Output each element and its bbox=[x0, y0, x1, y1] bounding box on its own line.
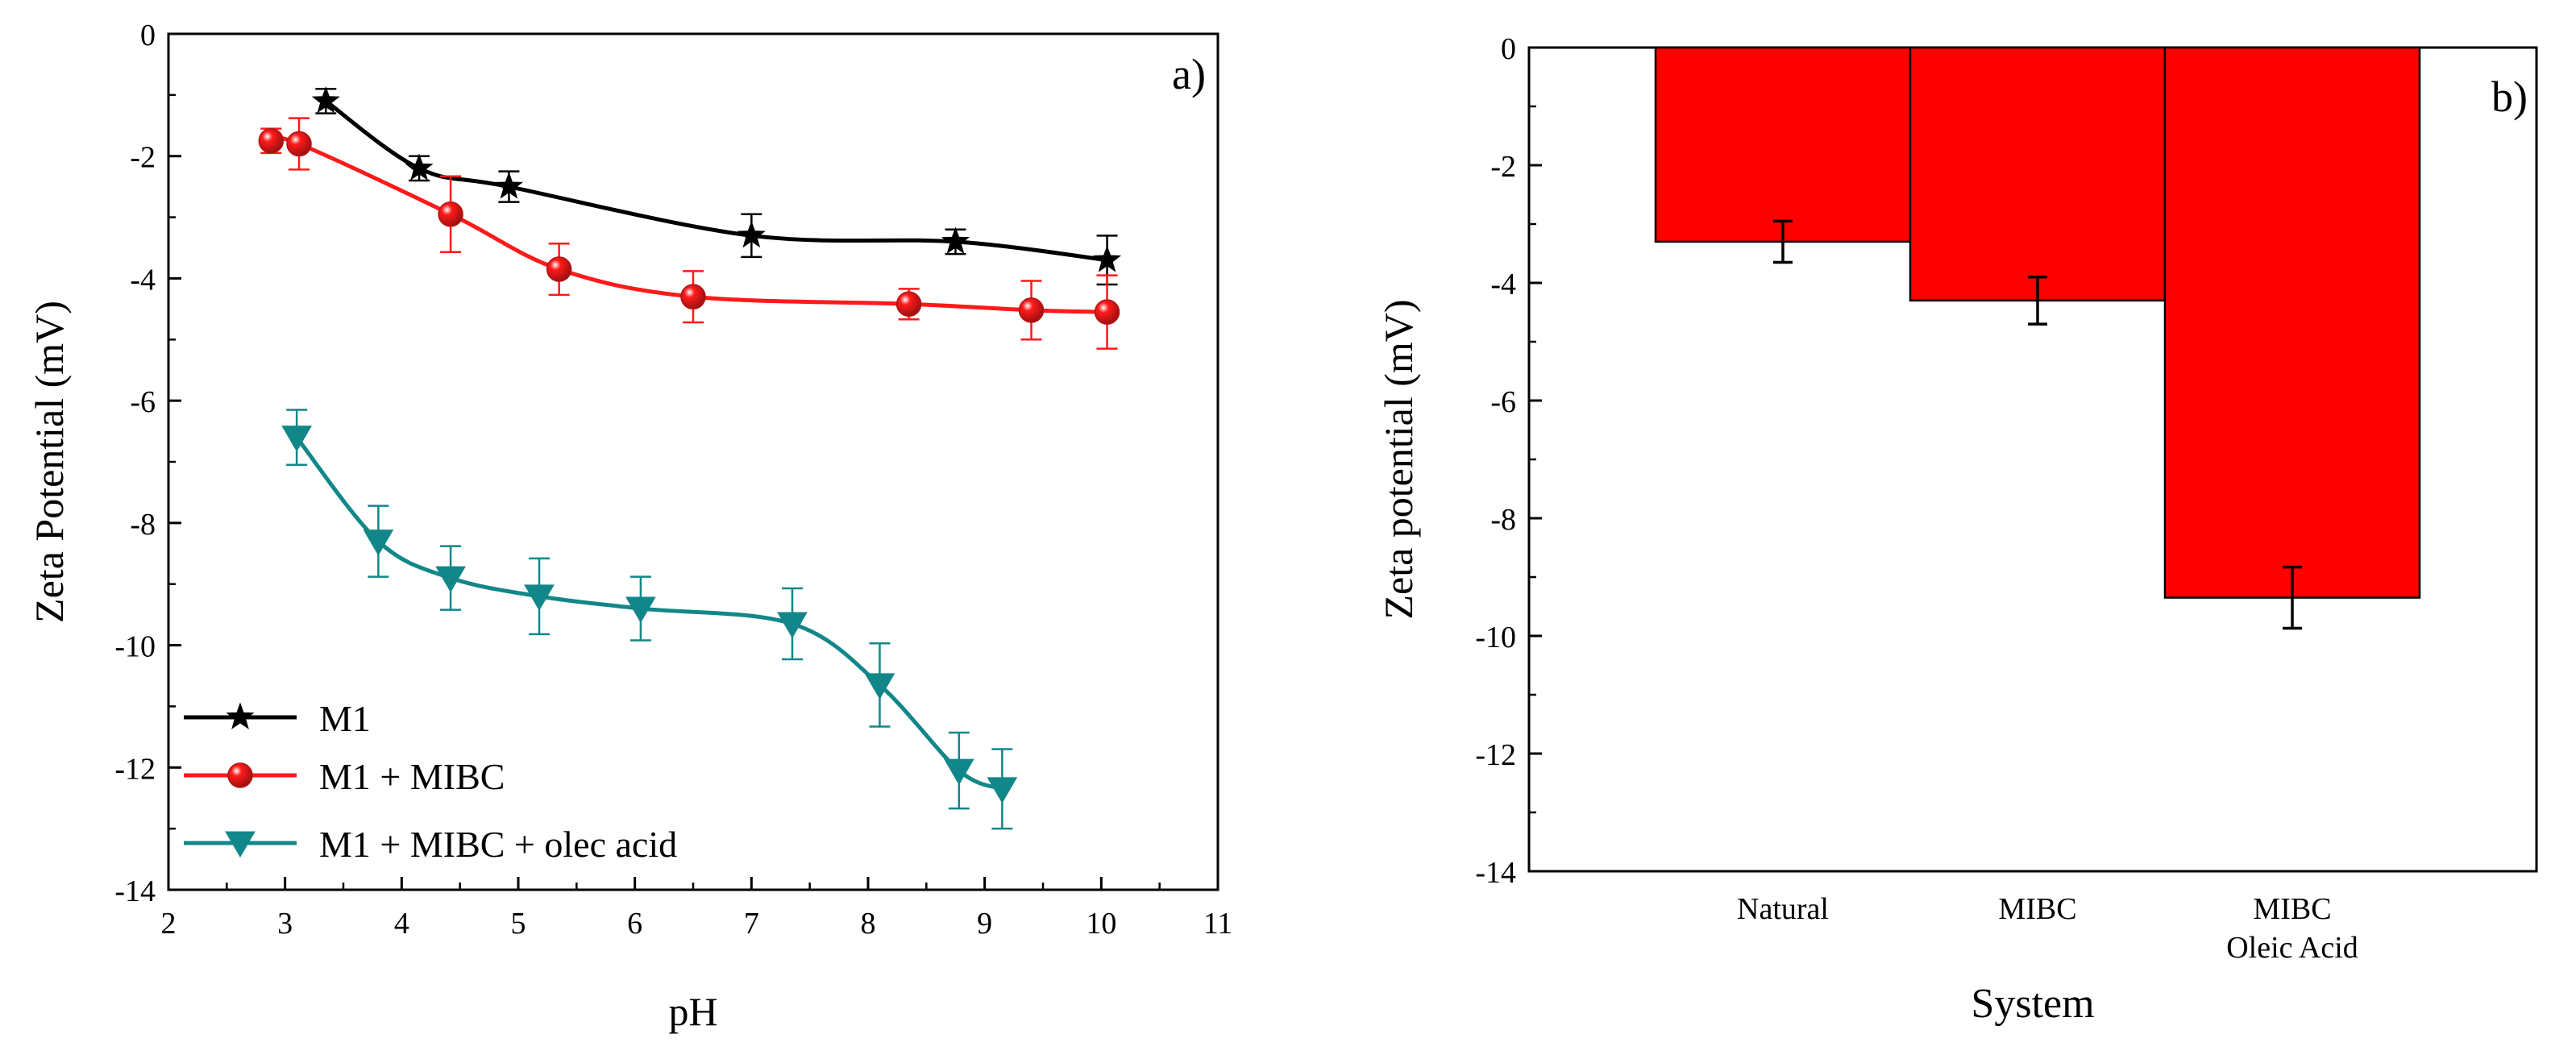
panel-b-ticks: 0 -2 -4 -6 -8 -10 -12 -14 bbox=[1475, 32, 1542, 890]
panel-a-y-tick-label: -14 bbox=[114, 874, 156, 908]
data-point bbox=[777, 612, 808, 639]
data-point bbox=[405, 153, 434, 181]
panel-a-y-tick-label: 0 bbox=[140, 19, 156, 52]
data-point bbox=[1094, 299, 1120, 325]
data-point bbox=[435, 566, 466, 593]
legend-label: M1 + MIBC bbox=[319, 756, 505, 797]
panel-b-category-labels: Natural MIBC MIBC Oleic Acid bbox=[1737, 892, 2358, 965]
data-point bbox=[258, 128, 285, 154]
panel-a-x-axis-title: pH bbox=[668, 989, 717, 1034]
panel-a-x-tick-label: 7 bbox=[744, 907, 759, 941]
panel-b-y-tick-label: -14 bbox=[1475, 856, 1516, 890]
panel-b-bars bbox=[1654, 46, 2421, 630]
legend-label: M1 bbox=[319, 698, 371, 739]
panel-a-x-tick-label: 6 bbox=[627, 907, 642, 941]
legend-marker bbox=[226, 702, 255, 729]
panel-a-x-tick-label: 9 bbox=[977, 907, 992, 941]
data-point bbox=[546, 256, 572, 282]
data-point bbox=[941, 226, 970, 254]
panel-a-label: a) bbox=[1172, 50, 1206, 98]
data-point bbox=[895, 291, 922, 318]
data-point bbox=[625, 596, 656, 624]
series-line bbox=[295, 436, 1003, 791]
series-2 bbox=[281, 409, 1018, 830]
data-point bbox=[864, 673, 895, 700]
panel-b-y-axis-title: Zeta potential (mV) bbox=[1376, 299, 1421, 619]
panel-a-x-tick-label: 11 bbox=[1203, 907, 1233, 941]
data-point bbox=[286, 131, 312, 157]
data-point bbox=[363, 530, 394, 556]
panel-a-legend: M1 M1 + MIBC M1 + MIBC + olec acid bbox=[184, 698, 677, 865]
panel-b-y-tick-label: -4 bbox=[1490, 268, 1516, 301]
category-label: MIBC bbox=[2253, 892, 2331, 926]
panel-a-y-tick-label: -2 bbox=[130, 141, 156, 175]
data-point bbox=[1093, 245, 1122, 272]
bar bbox=[1654, 46, 1912, 243]
data-point bbox=[680, 284, 706, 309]
data-point bbox=[987, 777, 1018, 804]
panel-a-series bbox=[258, 85, 1122, 830]
panel-a-x-tick-label: 4 bbox=[394, 907, 409, 941]
panel-a-y-axis-title: Zeta Potential (mV) bbox=[27, 301, 72, 623]
panel-a-y-tick-label: -12 bbox=[114, 752, 156, 786]
bar bbox=[2163, 46, 2421, 599]
panel-a-ticks: 0 -2 -4 -6 -8 -10 -12 -142 3 4 5 6 7 8 9 10 11 bbox=[114, 19, 1232, 941]
panel-b-x-axis-title: System bbox=[1971, 981, 2094, 1027]
panel-a-y-tick-label: -8 bbox=[130, 508, 156, 542]
category-label: MIBC bbox=[1998, 892, 2076, 926]
panel-b-bar-chart: b) System Zeta potential (mV) 0 -2 -4 -6 -8 -… bbox=[1376, 32, 2538, 1027]
panel-b-y-tick-label: -6 bbox=[1490, 385, 1516, 419]
bar bbox=[1909, 46, 2167, 302]
panel-a-y-tick-label: -10 bbox=[114, 630, 156, 664]
panel-b-y-tick-label: -8 bbox=[1490, 503, 1516, 537]
legend-marker bbox=[227, 762, 253, 788]
series-1 bbox=[258, 117, 1120, 350]
data-point bbox=[494, 172, 523, 199]
series-0 bbox=[311, 85, 1122, 286]
category-label: Oleic Acid bbox=[2226, 931, 2358, 965]
panel-a-y-tick-label: -4 bbox=[130, 263, 156, 297]
panel-b-y-tick-label: -10 bbox=[1475, 621, 1516, 654]
series-line bbox=[270, 135, 1107, 314]
panel-a-line-chart: a) pH Zeta Potential (mV) 0 -2 -4 -6 -8 -10 -1… bbox=[27, 19, 1232, 1034]
panel-b-y-tick-label: -12 bbox=[1475, 738, 1516, 772]
data-point bbox=[281, 426, 313, 452]
data-point bbox=[737, 220, 766, 248]
panel-b-y-tick-label: 0 bbox=[1501, 32, 1516, 66]
data-point bbox=[943, 758, 974, 786]
panel-a-x-tick-label: 5 bbox=[511, 907, 526, 941]
legend-label: M1 + MIBC + olec acid bbox=[319, 824, 677, 865]
legend-item: M1 + MIBC + olec acid bbox=[184, 824, 677, 865]
panel-a-y-tick-label: -6 bbox=[130, 385, 156, 419]
legend-item: M1 bbox=[184, 698, 371, 739]
panel-b-y-tick-label: -2 bbox=[1490, 150, 1516, 184]
legend-item: M1 + MIBC bbox=[184, 756, 505, 797]
panel-a-x-tick-label: 8 bbox=[861, 907, 876, 941]
data-point bbox=[524, 584, 555, 611]
panel-a-x-tick-label: 10 bbox=[1086, 907, 1116, 941]
series-line bbox=[324, 99, 1107, 263]
category-label: Natural bbox=[1737, 892, 1829, 926]
data-point bbox=[438, 201, 463, 227]
panel-b-label: b) bbox=[2491, 73, 2528, 121]
data-point bbox=[1018, 297, 1045, 323]
panel-a-x-tick-label: 3 bbox=[277, 907, 293, 941]
data-point bbox=[311, 85, 340, 114]
legend-marker bbox=[225, 831, 256, 858]
panel-a-x-tick-label: 2 bbox=[161, 907, 177, 941]
